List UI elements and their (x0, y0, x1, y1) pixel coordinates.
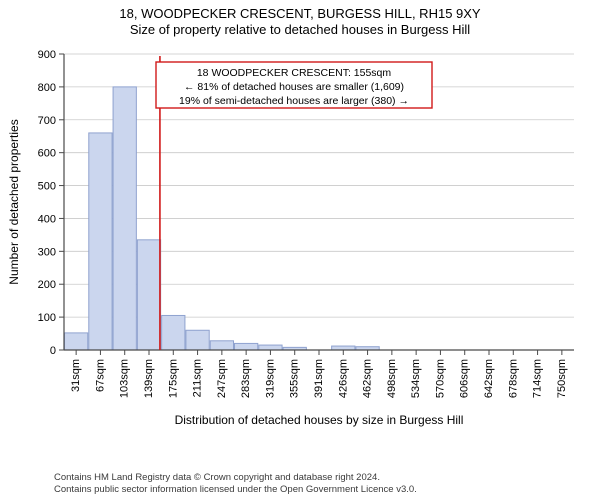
histogram-bar (210, 341, 233, 350)
x-tick-label: 67sqm (94, 359, 106, 392)
svg-text:500: 500 (38, 181, 56, 193)
chart-container: 18, WOODPECKER CRESCENT, BURGESS HILL, R… (0, 0, 600, 500)
x-tick-label: 426sqm (337, 359, 349, 398)
histogram-bar (113, 87, 136, 350)
x-tick-label: 391sqm (313, 359, 325, 398)
x-tick-label: 139sqm (143, 359, 155, 398)
svg-text:0: 0 (50, 345, 56, 357)
x-tick-label: 247sqm (216, 359, 228, 398)
histogram-bar (65, 333, 88, 350)
footer-attribution: Contains HM Land Registry data © Crown c… (54, 472, 417, 496)
histogram-bar (89, 133, 112, 350)
footer-line1: Contains HM Land Registry data © Crown c… (54, 472, 380, 483)
svg-text:600: 600 (38, 148, 56, 160)
svg-text:400: 400 (38, 213, 56, 225)
x-tick-label: 319sqm (264, 359, 276, 398)
histogram-svg: 0 100 200 300 400 500 600 700 800 900 31sqm 67sqm 10… (0, 44, 600, 444)
chart-area: 0 100 200 300 400 500 600 700 800 900 31sqm 67sqm 10… (0, 44, 600, 444)
histogram-bar (186, 330, 209, 350)
x-tick-label: 678sqm (507, 359, 519, 398)
x-tick-label: 103sqm (119, 359, 131, 398)
x-tick-label: 175sqm (167, 359, 179, 398)
title-block: 18, WOODPECKER CRESCENT, BURGESS HILL, R… (0, 0, 600, 39)
x-tick-label: 534sqm (410, 359, 422, 398)
histogram-bar (235, 343, 258, 350)
x-tick-label: 211sqm (192, 359, 204, 397)
x-tick-label: 498sqm (386, 359, 398, 398)
svg-text:800: 800 (38, 82, 56, 94)
x-tick-label: 570sqm (434, 359, 446, 398)
title-address: 18, WOODPECKER CRESCENT, BURGESS HILL, R… (0, 6, 600, 22)
x-tick-label: 642sqm (483, 359, 495, 398)
svg-text:300: 300 (38, 246, 56, 258)
x-tick-label: 462sqm (362, 359, 374, 398)
annotation-line: 19% of semi-detached houses are larger (… (179, 95, 409, 107)
svg-text:100: 100 (38, 312, 56, 324)
svg-text:900: 900 (38, 49, 56, 61)
histogram-bar (162, 315, 185, 350)
svg-text:200: 200 (38, 279, 56, 291)
title-subtitle: Size of property relative to detached ho… (0, 22, 600, 38)
x-tick-label: 31sqm (70, 359, 82, 392)
annotation-line: ← 81% of detached houses are smaller (1,… (184, 81, 404, 93)
annotation-line: 18 WOODPECKER CRESCENT: 155sqm (197, 67, 392, 79)
x-tick-label: 355sqm (289, 359, 301, 398)
x-axis-label: Distribution of detached houses by size … (175, 413, 464, 427)
y-axis-label: Number of detached properties (7, 119, 21, 284)
x-tick-label: 283sqm (240, 359, 252, 398)
x-tick-label: 606sqm (459, 359, 471, 398)
svg-text:700: 700 (38, 115, 56, 127)
x-tick-label: 714sqm (532, 359, 544, 398)
histogram-bar (259, 345, 282, 350)
x-tick-label: 750sqm (556, 359, 568, 398)
footer-line2: Contains public sector information licen… (54, 484, 417, 495)
histogram-bar (137, 240, 160, 350)
